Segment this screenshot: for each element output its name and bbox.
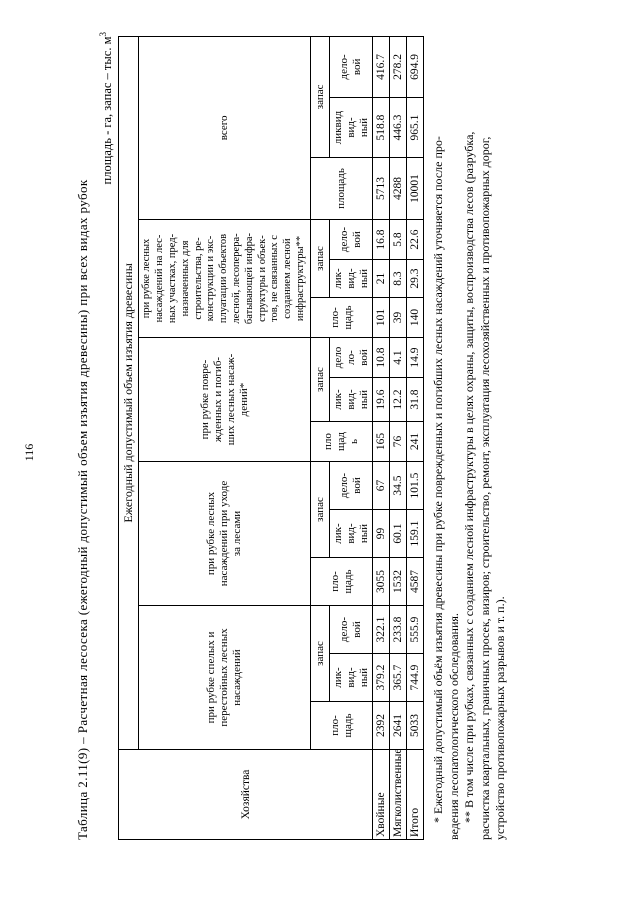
header-cell-liquid-3: лик- вид- ный: [329, 377, 373, 422]
data-cell: 5033: [406, 701, 424, 750]
header-cell-group-care: при рубке лесных насаждений при уходе за…: [138, 461, 311, 606]
data-cell: 101: [372, 297, 390, 338]
row-label: Итого: [406, 749, 424, 840]
data-cell: 322.1: [372, 605, 390, 654]
header-row-groups: при рубке спелых и перестойных лесных на…: [138, 36, 311, 839]
data-cell: 4288: [389, 157, 407, 220]
header-cell-business-1: дело- вой: [329, 605, 373, 654]
data-cell: 34.5: [389, 461, 407, 510]
header-cell-stock-3: запас: [310, 337, 330, 422]
footnote-2-line: устройство противопожарных разрывов и т.…: [493, 596, 508, 840]
row-label: Мягколиственные: [389, 749, 407, 840]
data-cell: 5713: [372, 157, 390, 220]
header-cell-area-5: площадь: [310, 157, 373, 220]
footnote-2-line: ** В том числе при рубках, связанных с с…: [462, 131, 477, 823]
units-text: площадь - га, запас – тыс. м: [100, 36, 115, 185]
header-cell-area-4: пло- щадь: [310, 297, 373, 338]
footnotes: * Ежегодный допустимый объём изъятия дре…: [431, 30, 509, 840]
header-cell-area-2: пло- щадь: [310, 557, 373, 606]
header-cell-business-2: дело- вой: [329, 461, 373, 510]
data-cell: 3055: [372, 557, 390, 606]
header-cell-main: Ежегодный допустимый объем изъятия древе…: [118, 36, 139, 750]
data-cell: 99: [372, 509, 390, 558]
data-cell: 31.8: [406, 377, 424, 422]
header-cell-liquid-5: ликвид вид- ный: [329, 97, 373, 158]
data-cell: 365.7: [389, 653, 407, 702]
data-cell: 1532: [389, 557, 407, 606]
data-cell: 278.2: [389, 36, 407, 98]
data-cell: 10.8: [372, 337, 390, 378]
header-cell-liquid-1: лик- вид- ный: [329, 653, 373, 702]
data-cell: 159.1: [406, 509, 424, 558]
data-cell: 2641: [389, 701, 407, 750]
data-cell: 4587: [406, 557, 424, 606]
header-cell-business-5: дело- вой: [329, 36, 373, 98]
data-cell: 965.1: [406, 97, 424, 158]
data-cell: 21: [372, 259, 390, 298]
data-cell: 379.2: [372, 653, 390, 702]
header-cell-group-mature: при рубке спелых и перестойных лесных на…: [138, 605, 311, 750]
data-cell: 22.6: [406, 219, 424, 260]
data-cell: 416.7: [372, 36, 390, 98]
data-cell: 2392: [372, 701, 390, 750]
data-cell: 12.2: [389, 377, 407, 422]
header-cell-stock-2: запас: [310, 461, 330, 558]
header-cell-liquid-4: лик- вид- ный: [329, 259, 373, 298]
data-cell: 10001: [406, 157, 424, 220]
row-label: Хвойные: [372, 749, 390, 840]
data-cell: 67: [372, 461, 390, 510]
header-cell-stock-5: запас: [310, 36, 330, 158]
header-row-main: Хозяйства Ежегодный допустимый объем изъ…: [118, 36, 373, 840]
header-cell-area-1: пло- щадь: [310, 701, 373, 750]
data-cell: 140: [406, 297, 424, 338]
data-cell: 165: [372, 421, 390, 462]
units-note: площадь - га, запас – тыс. м3: [98, 0, 115, 905]
header-cell-stock-1: запас: [310, 605, 330, 702]
header-cell-business-4: дело- вой: [329, 219, 373, 260]
data-cell: 233.8: [389, 605, 407, 654]
data-cell: 14.9: [406, 337, 424, 378]
data-cell: 744.9: [406, 653, 424, 702]
header-cell-stock-4: запас: [310, 219, 330, 298]
table-row-total: Итого 5033 744.9 555.9 4587 159.1 101.5 …: [406, 36, 424, 840]
data-cell: 76: [389, 421, 407, 462]
header-cell-households: Хозяйства: [118, 749, 373, 840]
table-row-softwood: Мягколиственные 2641 365.7 233.8 1532 60…: [389, 36, 407, 840]
data-cell: 518.8: [372, 97, 390, 158]
data-cell: 39: [389, 297, 407, 338]
data-cell: 19.6: [372, 377, 390, 422]
header-cell-business-3: дело ло- вой: [329, 337, 373, 378]
data-cell: 555.9: [406, 605, 424, 654]
data-cell: 694.9: [406, 36, 424, 98]
footnote-1-line: ведения лесопатологического обследования…: [446, 613, 461, 840]
data-cell: 101.5: [406, 461, 424, 510]
header-row-zapas: пло- щадь запас пло- щадь запас пло щад …: [310, 36, 373, 839]
units-superscript: 3: [98, 32, 108, 37]
header-cell-area-3: пло щад ь: [310, 421, 373, 462]
data-cell: 4.1: [389, 337, 407, 378]
forestry-table: Хозяйства Ежегодный допустимый объем изъ…: [118, 36, 424, 840]
header-cell-liquid-2: лик- вид- ный: [329, 509, 373, 558]
data-cell: 446.3: [389, 97, 407, 158]
page-number: 116: [22, 443, 36, 462]
header-cell-group-total: всего: [138, 36, 311, 220]
data-cell: 29.3: [406, 259, 424, 298]
table-row-coniferous: Хвойные 2392 379.2 322.1 3055 99 67 165 …: [372, 36, 390, 840]
data-cell: 16.8: [372, 219, 390, 260]
data-cell: 60.1: [389, 509, 407, 558]
data-cell: 241: [406, 421, 424, 462]
table-title: Таблица 2.11(9) – Расчетная лесосека (еж…: [75, 179, 90, 840]
header-cell-group-infrastructure: при рубке лесных насаждений на лес- ных …: [138, 219, 311, 338]
data-cell: 8.3: [389, 259, 407, 298]
footnote-2-line: расчистка квартальных, граничных просек,…: [477, 136, 492, 840]
data-cell: 5.8: [389, 219, 407, 260]
footnote-1-line: * Ежегодный допустимый объём изъятия дре…: [431, 136, 446, 823]
header-cell-group-damaged: при рубке повре- жденных и погиб- ших ле…: [138, 337, 311, 462]
